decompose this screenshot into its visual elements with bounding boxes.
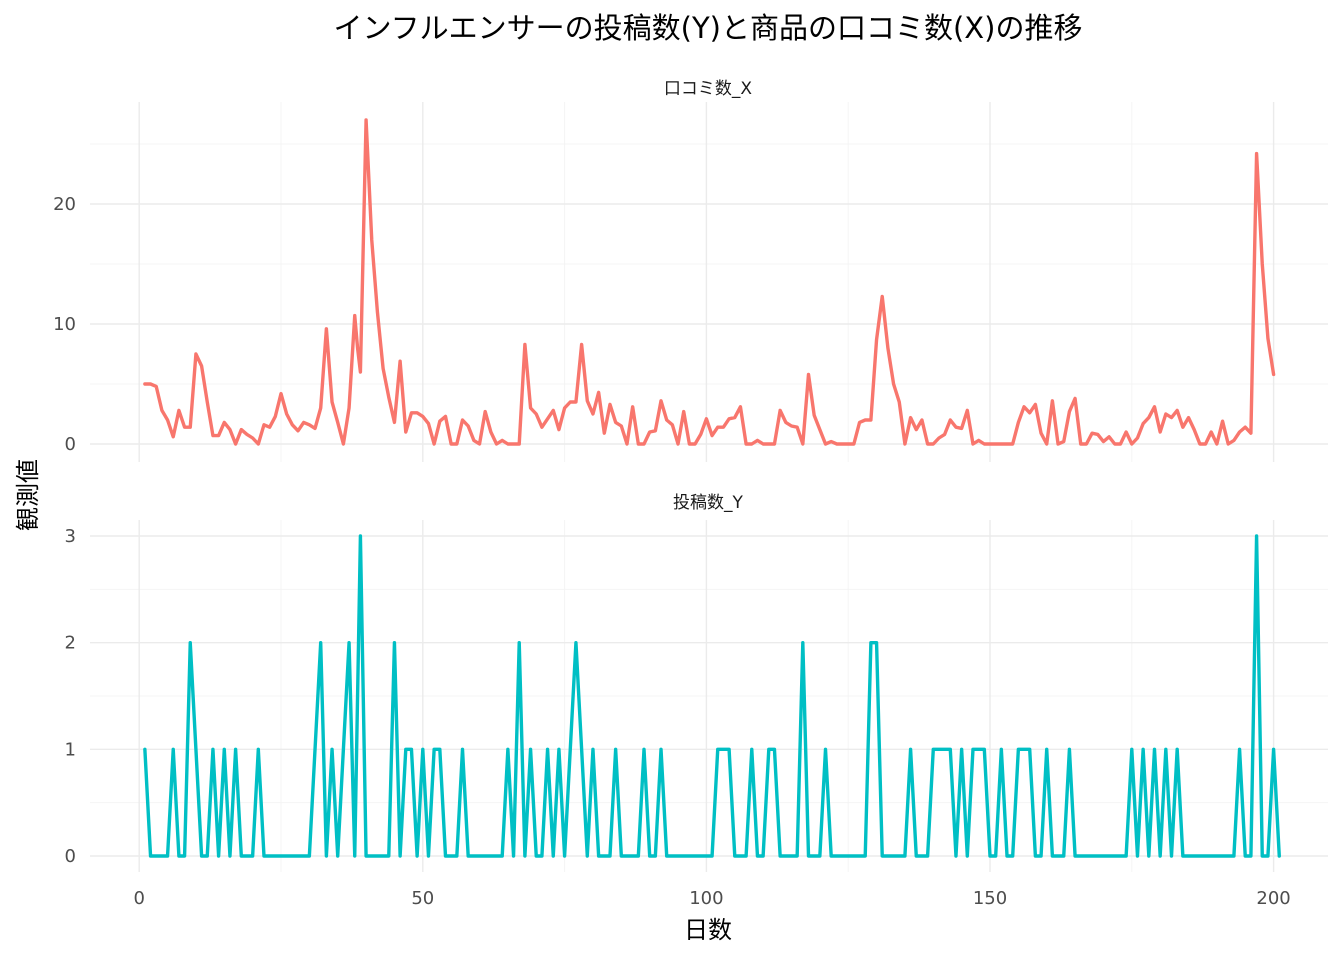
chart-title: インフルエンサーの投稿数(Y)と商品の口コミ数(X)の推移 — [334, 11, 1083, 45]
facet-strip-label: 投稿数_Y — [673, 493, 743, 513]
facet-panel: 0 10 20 口コミ数_X — [53, 79, 1328, 462]
y-tick-label: 0 — [65, 434, 76, 455]
series-line — [143, 534, 1281, 858]
x-tick-label: 0 — [133, 888, 144, 909]
y-tick-label: 2 — [65, 633, 76, 654]
x-tick-label: 50 — [411, 888, 434, 909]
x-tick-label: 200 — [1256, 888, 1290, 909]
y-axis-label: 観測値 — [14, 459, 42, 531]
x-axis-label: 日数 — [684, 916, 732, 944]
y-tick-label: 3 — [65, 526, 76, 547]
facet-strip-label: 口コミ数_X — [664, 79, 752, 99]
facet-panel: 0 1 2 3 投稿数_Y — [65, 493, 1328, 872]
facet-panels: 0 10 20 口コミ数_X 0 1 2 3 投稿数_Y 0 50 100 150 200 — [53, 79, 1328, 909]
y-tick-label: 0 — [65, 846, 76, 867]
x-tick-label: 150 — [973, 888, 1007, 909]
y-tick-label: 10 — [53, 314, 76, 335]
y-tick-label: 20 — [53, 194, 76, 215]
series-line — [143, 118, 1276, 446]
x-tick-label: 100 — [689, 888, 723, 909]
y-tick-label: 1 — [65, 739, 76, 760]
